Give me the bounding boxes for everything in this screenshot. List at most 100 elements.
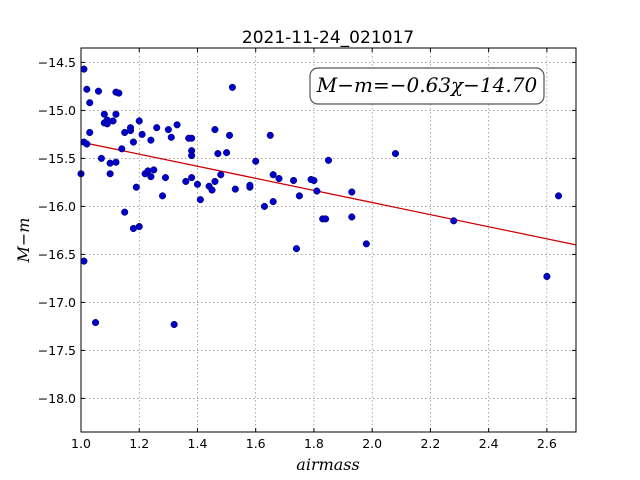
data-point [100,110,108,118]
x-tick-label: 2.0 [362,436,382,451]
data-point [132,183,140,191]
plot-frame [80,47,577,433]
data-point [94,87,103,95]
data-point [164,126,172,134]
data-point [252,157,260,165]
data-point [138,130,146,138]
x-tick-label: 1.8 [304,436,324,451]
y-axis-label: M−m [14,218,33,264]
data-point [167,133,175,141]
data-point [269,171,277,179]
data-point [188,147,196,155]
ticks-layer: 1.0 1.2 1.4 1.6 1.8 2.0 2.2 2.4 2.6 −14.5 −15.0 −15… [38,48,576,451]
data-point [260,202,268,210]
chart-title: 2021-11-24_021017 [242,28,414,48]
data-point [391,150,400,158]
data-point [290,176,298,185]
fit-line-layer [80,141,577,246]
data-point [115,89,123,97]
data-point [121,208,129,216]
fit-annotation: M−m=−0.63χ−14.70 [309,67,545,105]
data-point [147,136,155,144]
x-tick-label: 1.4 [188,436,208,451]
data-point [225,131,234,139]
data-point [292,245,301,253]
y-tick-label: −17.5 [38,343,76,358]
data-point [313,187,321,195]
data-point [83,85,91,93]
data-point [362,240,370,248]
data-point [269,198,277,206]
data-point [217,171,225,179]
data-point [228,83,236,91]
x-tick-label: 2.4 [479,436,499,451]
data-point [161,174,169,182]
data-point [324,156,333,164]
y-tick-label: −14.5 [38,55,76,70]
y-tick-label: −15.5 [38,151,76,166]
data-point [554,192,563,200]
data-point [126,124,135,132]
data-point [310,176,318,185]
data-point [86,128,94,137]
y-tick-label: −17.0 [38,295,76,310]
data-point [543,272,551,281]
data-point [118,145,126,153]
data-point [211,126,219,134]
data-point [112,110,120,118]
data-point [109,117,117,125]
x-tick-label: 1.0 [71,436,91,451]
data-point [208,186,216,194]
data-point [129,138,137,146]
y-tick-label: −18.0 [38,391,76,406]
x-tick-label: 2.6 [537,436,557,451]
grid [80,48,576,432]
data-point [188,174,196,182]
data-point [135,117,143,125]
y-tick-label: −16.0 [38,199,76,214]
data-point [80,65,88,73]
data-point [106,159,114,167]
data-point [348,213,356,221]
data-point [295,192,303,200]
data-point [231,185,239,193]
data-point [450,217,458,225]
x-tick-label: 1.2 [129,436,149,451]
x-axis-label: airmass [296,455,359,474]
data-point [170,320,178,329]
data-point [86,99,94,107]
data-point [322,215,330,223]
data-point [196,196,204,204]
data-point [150,166,158,174]
data-point [153,124,161,132]
y-tick-label: −16.5 [38,247,76,262]
data-point [147,173,155,181]
y-tick-label: −15.0 [38,103,76,118]
data-point [92,319,100,327]
data-point [80,257,88,265]
data-point [348,188,356,196]
data-point [214,150,222,158]
fit-equation: M−m=−0.63χ−14.70 [316,73,538,97]
data-point [246,181,254,189]
data-point [103,120,111,128]
data-point [173,121,181,129]
data-point [182,177,190,185]
data-point [158,192,167,200]
points-layer [77,65,563,329]
data-point [106,170,114,178]
data-point [83,140,91,148]
data-point [135,223,143,231]
x-tick-label: 1.6 [246,436,266,451]
annotation-box [309,67,545,105]
data-point [112,158,120,166]
x-tick-label: 2.2 [420,436,440,451]
fit-line [80,141,577,246]
data-point [275,175,283,183]
data-point [266,131,274,139]
data-point [188,134,196,142]
data-point [223,149,231,157]
data-point [211,177,219,185]
data-point [97,154,105,162]
